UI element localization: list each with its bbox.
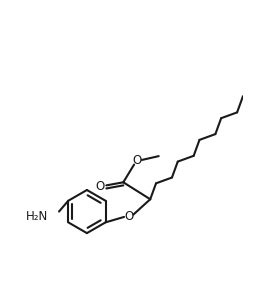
Text: O: O bbox=[96, 180, 105, 194]
Text: O: O bbox=[133, 154, 142, 167]
Text: O: O bbox=[124, 210, 133, 223]
Text: H₂N: H₂N bbox=[26, 210, 48, 223]
